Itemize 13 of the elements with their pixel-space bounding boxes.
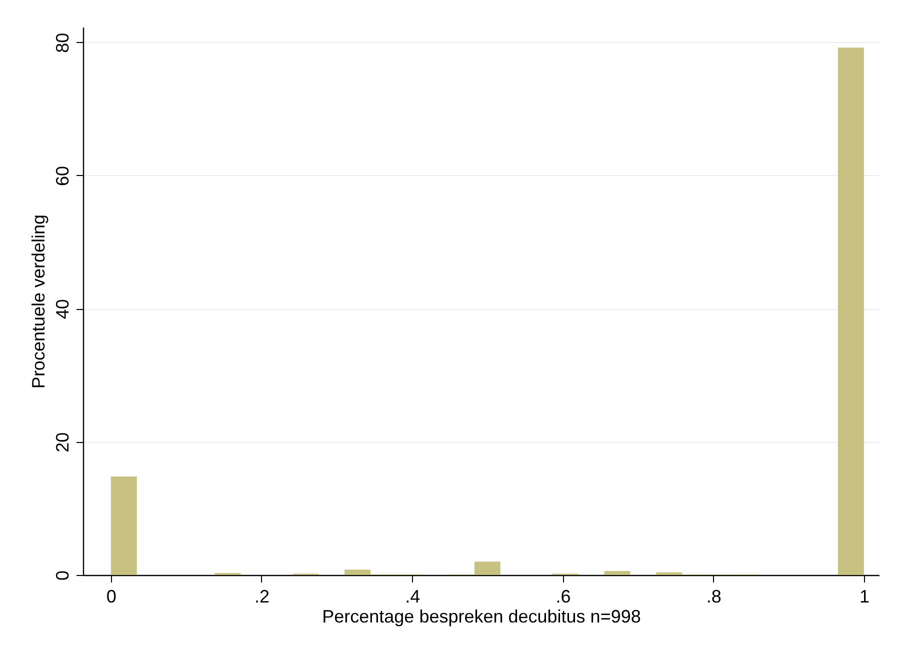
x-tick-label: 0 [106,586,116,606]
y-tick-label: 60 [52,166,72,186]
x-tick-label: .8 [706,586,722,606]
y-tick-label: 0 [52,570,72,581]
x-tick-label: .2 [254,586,270,606]
y-tick-label: 40 [52,299,72,320]
y-axis-title: Procentuele verdeling [28,214,48,389]
y-tick-label: 20 [52,432,72,452]
y-tick-label: 80 [52,32,72,53]
x-axis-title: Percentage bespreken decubitus n=998 [322,606,641,626]
x-tick-label: .4 [405,586,420,606]
x-tick-label: .6 [556,586,571,606]
x-tick-label: 1 [859,586,870,606]
